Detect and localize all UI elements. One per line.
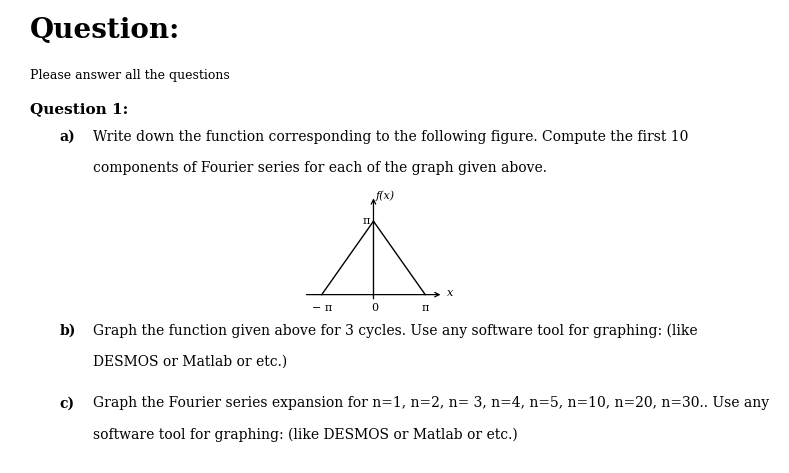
- Text: Please answer all the questions: Please answer all the questions: [30, 69, 230, 81]
- Text: π: π: [421, 303, 429, 313]
- Text: π: π: [362, 216, 370, 226]
- Text: f(x): f(x): [376, 190, 394, 201]
- Text: components of Fourier series for each of the graph given above.: components of Fourier series for each of…: [93, 161, 547, 175]
- Text: − π: − π: [312, 303, 332, 313]
- Text: software tool for graphing: (like DESMOS or Matlab or etc.): software tool for graphing: (like DESMOS…: [93, 427, 518, 441]
- Text: a): a): [59, 130, 75, 144]
- Text: x: x: [447, 288, 453, 298]
- Text: Question:: Question:: [30, 17, 180, 44]
- Text: Graph the Fourier series expansion for n=1, n=2, n= 3, n=4, n=5, n=10, n=20, n=3: Graph the Fourier series expansion for n…: [93, 396, 769, 411]
- Text: 0: 0: [372, 303, 379, 313]
- Text: Question 1:: Question 1:: [30, 102, 129, 116]
- Text: c): c): [59, 396, 74, 411]
- Text: Graph the function given above for 3 cycles. Use any software tool for graphing:: Graph the function given above for 3 cyc…: [93, 324, 697, 338]
- Text: Write down the function corresponding to the following figure. Compute the first: Write down the function corresponding to…: [93, 130, 689, 144]
- Text: DESMOS or Matlab or etc.): DESMOS or Matlab or etc.): [93, 355, 287, 369]
- Text: b): b): [59, 324, 76, 338]
